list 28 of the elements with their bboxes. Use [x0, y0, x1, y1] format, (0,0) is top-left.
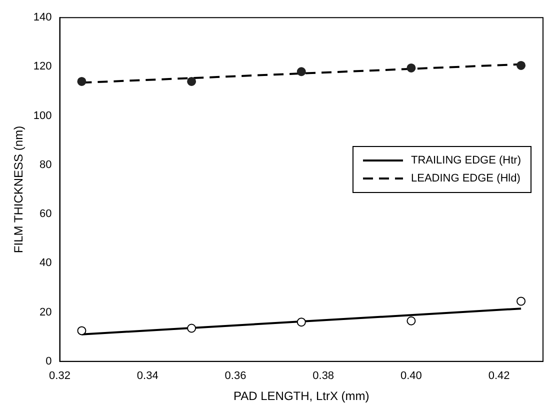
point	[77, 76, 86, 86]
y-tick-label: 0	[46, 355, 52, 368]
y-tick-label: 100	[33, 110, 52, 122]
point	[516, 296, 526, 306]
y-tick-label: 140	[33, 12, 52, 24]
x-tick-label: 0.32	[49, 370, 70, 382]
x-tick-label: 0.42	[488, 370, 510, 382]
y-tick-label: 40	[40, 257, 52, 270]
point	[77, 326, 86, 336]
y-axis-title: FILM THICKNESS (nm)	[12, 126, 26, 254]
point	[296, 67, 306, 76]
y-tick-label: 120	[33, 60, 52, 73]
y-tick-label: 60	[40, 208, 52, 220]
x-tick-label: 0.38	[312, 370, 334, 382]
point	[187, 324, 196, 333]
x-tick-label: 0.40	[400, 370, 422, 382]
x-tick-label: 0.34	[136, 370, 158, 382]
y-tick-label: 80	[40, 158, 52, 171]
x-tick-label: 0.36	[224, 370, 246, 382]
x-axis-title: PAD LENGTH, LtrX (mm)	[233, 389, 370, 404]
point	[406, 63, 416, 72]
point	[296, 318, 306, 327]
point	[406, 316, 416, 326]
point	[187, 76, 196, 86]
y-tick-label: 20	[40, 306, 52, 318]
legend-label: TRAILING EDGE (Htr)	[410, 154, 522, 167]
legend-label: LEADING EDGE (Hld)	[410, 172, 520, 185]
point	[516, 60, 526, 70]
